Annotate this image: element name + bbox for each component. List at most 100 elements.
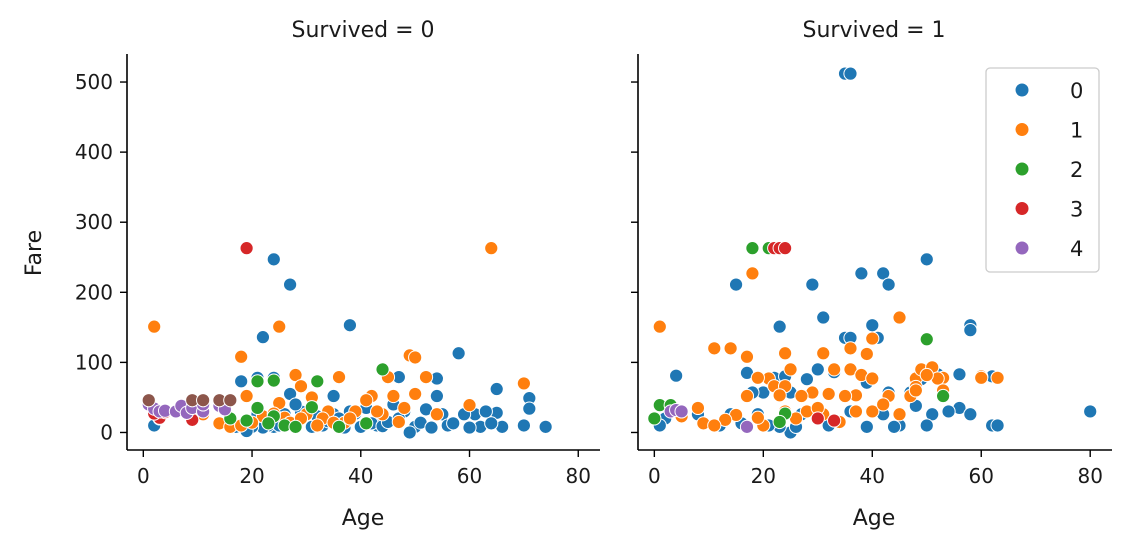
scatter-point xyxy=(288,367,303,383)
scatter-point xyxy=(810,411,825,426)
y-tick-label: 400 xyxy=(75,140,113,164)
scatter-point xyxy=(288,397,303,412)
x-axis-label-left: Age xyxy=(342,506,385,531)
x-tick-label: 40 xyxy=(860,464,885,488)
legend-marker xyxy=(1014,201,1030,216)
scatter-point xyxy=(516,376,531,391)
scatter-point xyxy=(391,414,406,430)
scatter-point xyxy=(963,407,978,422)
scatter-point xyxy=(538,419,553,434)
scatter-point xyxy=(478,404,493,419)
scatter-point xyxy=(402,425,417,440)
scatter-point xyxy=(919,418,934,433)
scatter-point xyxy=(952,367,967,382)
scatter-point xyxy=(827,362,842,377)
scatter-point xyxy=(239,388,254,404)
scatter-point xyxy=(239,241,254,256)
legend-label: 0 xyxy=(1070,79,1083,103)
panel-title-survived-0: Survived = 0 xyxy=(291,18,434,43)
scatter-point xyxy=(462,420,477,435)
scatter-point xyxy=(266,252,281,267)
scatter-point xyxy=(728,277,744,292)
scatter-point xyxy=(936,388,951,404)
legend-marker xyxy=(1014,82,1030,98)
scatter-point xyxy=(739,388,755,404)
scatter-point xyxy=(424,420,439,435)
scatter-point xyxy=(707,341,722,356)
scatter-point xyxy=(669,368,684,383)
scatter-point xyxy=(707,418,722,433)
scatter-point xyxy=(783,362,798,377)
scatter-point xyxy=(196,393,211,408)
x-tick-label: 80 xyxy=(1077,464,1102,488)
scatter-point xyxy=(974,370,989,385)
legend-label: 4 xyxy=(1070,237,1083,261)
scatter-point xyxy=(690,400,706,416)
scatter-point xyxy=(310,418,325,433)
scatter-point xyxy=(739,349,755,364)
scatter-point xyxy=(359,393,374,408)
scatter-point xyxy=(255,330,271,345)
scatter-point xyxy=(843,341,858,356)
scatter-point xyxy=(799,372,814,387)
x-tick-label: 40 xyxy=(348,464,373,488)
y-tick-label: 300 xyxy=(75,210,113,234)
scatter-point xyxy=(266,373,281,388)
panel-title-survived-1: Survived = 1 xyxy=(802,18,945,43)
scatter-point xyxy=(647,411,662,426)
scatter-point xyxy=(892,407,907,422)
scatter-point xyxy=(990,370,1005,385)
scatter-point xyxy=(283,277,298,292)
scatter-point xyxy=(1083,404,1098,419)
scatter-point xyxy=(925,407,940,422)
scatter-point xyxy=(750,410,765,425)
y-tick-label: 200 xyxy=(75,280,113,304)
scatter-point xyxy=(794,388,809,404)
scatter-point xyxy=(331,419,347,434)
scatter-point xyxy=(429,388,444,404)
panel-0: 0 20 40 60 80 0 100 200 300 400 500 xyxy=(75,54,600,488)
scatter-point xyxy=(272,319,287,334)
legend-label: 1 xyxy=(1070,119,1083,143)
scatter-point xyxy=(859,419,874,434)
scatter-point xyxy=(837,388,853,404)
panel-1: 0 20 40 60 80 xyxy=(631,54,1112,488)
scatter-point xyxy=(963,323,978,338)
scatter-point xyxy=(293,379,309,394)
scatter-point xyxy=(750,370,765,385)
scatter-point xyxy=(739,419,755,434)
scatter-point xyxy=(827,413,842,428)
scatter-point xyxy=(451,346,466,361)
legend-marker xyxy=(1014,122,1030,137)
scatter-point xyxy=(652,319,667,334)
scatter-point xyxy=(304,400,319,415)
scatter-point xyxy=(342,411,358,426)
scatter-point xyxy=(745,266,760,281)
scatter-point xyxy=(288,419,303,434)
scatter-point xyxy=(429,407,444,422)
y-axis-label: Fare xyxy=(22,230,47,276)
scatter-point xyxy=(331,370,347,385)
scatter-point xyxy=(886,419,902,434)
y-tick-label: 500 xyxy=(75,70,113,94)
scatter-point xyxy=(408,350,423,365)
scatter-point xyxy=(859,346,874,362)
legend-frame xyxy=(985,67,1100,273)
scatter-point xyxy=(418,370,434,385)
scatter-point xyxy=(876,266,891,281)
scatter-point xyxy=(919,367,934,383)
scatter-point xyxy=(250,400,265,416)
scatter-point xyxy=(342,318,358,333)
scatter-point xyxy=(141,393,156,408)
scatter-point xyxy=(876,397,891,412)
scatter-point xyxy=(310,374,325,389)
y-tick-label: 0 xyxy=(100,420,113,444)
scatter-point xyxy=(772,319,787,334)
scatter-point xyxy=(821,386,836,402)
scatter-point xyxy=(234,374,249,389)
scatter-point xyxy=(908,383,923,398)
scatter-point xyxy=(854,266,869,281)
x-tick-label: 80 xyxy=(566,464,591,488)
legend-marker xyxy=(1014,161,1030,177)
